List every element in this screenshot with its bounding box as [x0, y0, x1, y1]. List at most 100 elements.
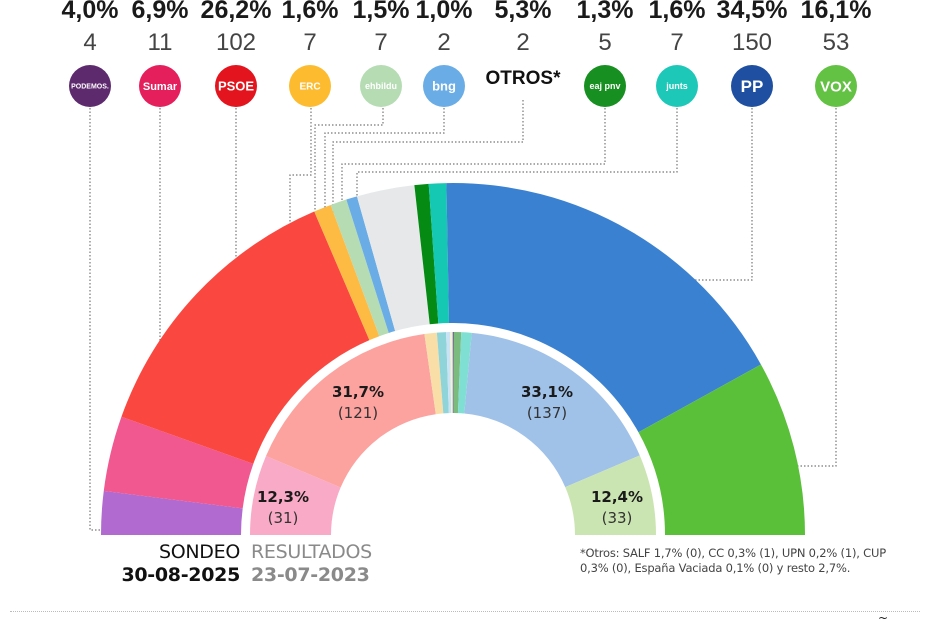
- party-seats-otros: 2: [516, 29, 529, 56]
- party-pct-vox: 16,1%: [801, 0, 872, 24]
- outer-ring-sondeo: [101, 183, 805, 535]
- ehbildu-logo-text: ehbildu: [365, 81, 397, 91]
- inner-slice-vox: [565, 455, 656, 535]
- pnv-logo-icon: [584, 65, 626, 107]
- ehbildu-logo-icon: [360, 65, 402, 107]
- sondeo-date: 30-08-2025: [121, 564, 240, 586]
- party-pct-psoe: 26,2%: [201, 0, 272, 24]
- inner-pct-label-psoe: 31,7%: [332, 383, 384, 401]
- vox-logo-icon: [815, 65, 857, 107]
- inner-pct-label-sumar: 12,3%: [257, 488, 309, 506]
- inner-slice-psoe: [265, 334, 436, 488]
- erc-logo-icon: [289, 65, 331, 107]
- inner-ring-labels: 12,3% (31) 31,7% (121) 33,1% (137) 12,4% (33): [257, 383, 643, 527]
- pp-logo-icon: [731, 65, 773, 107]
- inner-seats-label-vox: (33): [602, 509, 633, 527]
- party-seats-vox: 53: [823, 29, 850, 56]
- party-seats-podemos: 4: [83, 29, 96, 56]
- party-header-erc: 1,6% 7 ERC: [282, 0, 339, 107]
- inner-slice-cc: [452, 332, 454, 414]
- leader-line-bng: [324, 108, 445, 222]
- outer-slice-vox: [638, 364, 805, 535]
- psoe-logo-icon: [215, 65, 257, 107]
- corner-mark: ~: [878, 611, 889, 625]
- inner-slice-junts: [457, 332, 472, 414]
- podemos-logo-icon: [69, 65, 111, 107]
- leader-line-pnv: [341, 108, 606, 210]
- outer-slice-junts: [428, 183, 450, 324]
- sondeo-label: SONDEO: [158, 541, 240, 563]
- party-pct-bng: 1,0%: [416, 0, 473, 24]
- leader-line-erc: [289, 108, 312, 235]
- sumar-logo-text: Sumar: [143, 81, 178, 93]
- leader-line-podemos: [89, 108, 160, 531]
- bottom-divider: [10, 611, 920, 612]
- party-header-pnv: 1,3% 5 eaj pnv: [577, 0, 634, 107]
- party-header-sumar: 6,9% 11 Sumar: [132, 0, 189, 107]
- junts-logo-text: junts: [665, 81, 688, 91]
- inner-slice-pp: [464, 332, 640, 488]
- party-seats-pnv: 5: [598, 29, 611, 56]
- party-pct-podemos: 4,0%: [62, 0, 119, 24]
- party-seats-psoe: 102: [216, 29, 256, 56]
- party-seats-ehbildu: 7: [374, 29, 387, 56]
- footnote-otros: *Otros: SALF 1,7% (0), CC 0,3% (1), UPN …: [580, 546, 886, 575]
- inner-slice-erc: [424, 332, 444, 415]
- sondeo-label-block: SONDEO 30-08-2025: [121, 541, 240, 587]
- sumar-logo-icon: [139, 65, 181, 107]
- podemos-logo-text: PODEMOS.: [71, 84, 109, 91]
- outer-slice-ehbildu: [330, 199, 389, 337]
- party-header-podemos: 4,0% 4 PODEMOS.: [62, 0, 119, 107]
- party-pct-sumar: 6,9%: [132, 0, 189, 24]
- outer-slice-otros: [356, 185, 430, 332]
- party-pct-erc: 1,6%: [282, 0, 339, 24]
- vox-logo-text: VOX: [820, 78, 852, 95]
- party-seats-bng: 2: [437, 29, 450, 56]
- party-pct-junts: 1,6%: [649, 0, 706, 24]
- party-seats-erc: 7: [303, 29, 316, 56]
- party-header-vox: 16,1% 53 VOX: [801, 0, 872, 107]
- outer-slice-pp: [446, 183, 761, 433]
- inner-seats-label-psoe: (121): [338, 404, 378, 422]
- psoe-logo-text: PSOE: [218, 79, 254, 94]
- party-header: 4,0% 4 PODEMOS. 6,9% 11 Sumar 26,2% 102 PSOE 1,6%…: [62, 0, 872, 107]
- party-pct-pnv: 1,3%: [577, 0, 634, 24]
- party-seats-sumar: 11: [148, 29, 173, 56]
- party-header-bng: 1,0% 2 bng: [416, 0, 473, 107]
- party-header-junts: 1,6% 7 junts: [649, 0, 706, 107]
- party-header-ehbildu: 1,5% 7 ehbildu: [353, 0, 409, 107]
- bng-logo-icon: [423, 65, 465, 107]
- bng-logo-text: bng: [432, 79, 456, 94]
- leader-line-pp: [668, 108, 753, 281]
- junts-logo-icon: [656, 65, 698, 107]
- resultados-date: 23-07-2023: [251, 564, 370, 586]
- pp-logo-text: PP: [741, 77, 764, 96]
- leader-line-otros: [332, 100, 524, 218]
- party-pct-otros: 5,3%: [495, 0, 552, 24]
- inner-slice-sumar: [250, 456, 341, 535]
- party-header-otros: 5,3% 2 OTROS*: [486, 0, 562, 89]
- inner-pct-label-vox: 12,4%: [591, 488, 643, 506]
- leader-line-vox: [778, 108, 837, 467]
- outer-slice-bng: [346, 196, 396, 333]
- outer-slice-podemos: [101, 490, 243, 535]
- resultados-label: RESULTADOS: [251, 541, 372, 563]
- erc-logo-text: ERC: [299, 82, 320, 93]
- party-header-pp: 34,5% 150 PP: [717, 0, 788, 107]
- party-header-psoe: 26,2% 102 PSOE: [201, 0, 272, 107]
- inner-slice-otros: [450, 332, 453, 414]
- outer-slice-erc: [314, 204, 380, 341]
- party-seats-pp: 150: [732, 29, 772, 56]
- party-pct-pp: 34,5%: [717, 0, 788, 24]
- inner-seats-label-pp: (137): [527, 404, 567, 422]
- outer-slice-sumar: [103, 416, 254, 509]
- resultados-label-block: RESULTADOS 23-07-2023: [251, 541, 372, 587]
- inner-seats-label-sumar: (31): [268, 509, 299, 527]
- party-seats-junts: 7: [670, 29, 683, 56]
- inner-slice-pnv: [453, 332, 462, 414]
- leader-line-junts: [356, 108, 678, 205]
- outer-slice-psoe: [121, 211, 370, 464]
- otros-logo-label: OTROS*: [486, 68, 562, 89]
- outer-slice-pnv: [414, 183, 439, 325]
